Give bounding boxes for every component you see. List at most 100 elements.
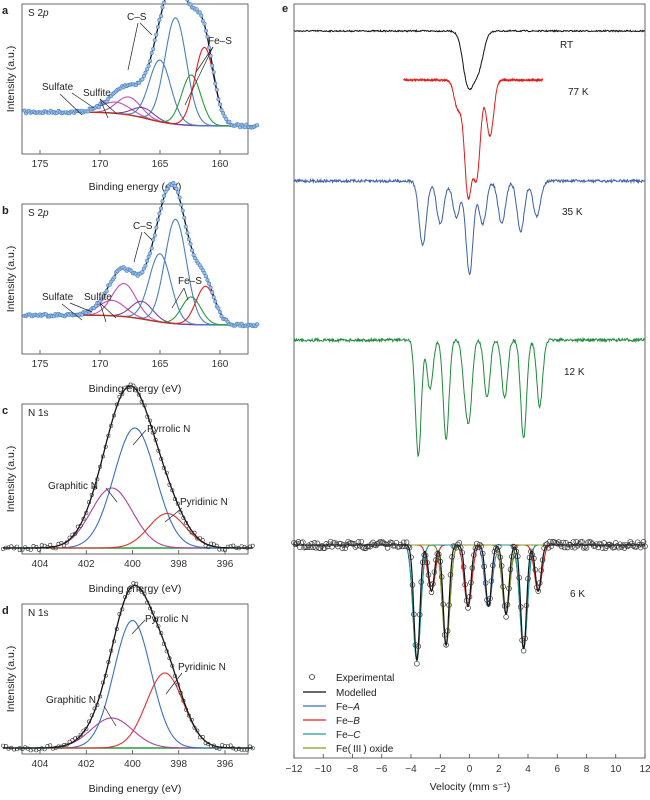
panel-a-ticks: 175 170 165 160: [32, 150, 229, 170]
experimental-point: [419, 559, 426, 566]
data-point: [112, 413, 117, 418]
data-point: [104, 288, 109, 293]
panel-e: e −12 −10 −8 −6 −4 −2 0 2 4 6 8 10 12 Velocity (mm s…: [282, 3, 650, 793]
experimental-point: [475, 544, 482, 551]
panel-d-label-graphitic: Graphitic N: [46, 695, 96, 706]
data-point: [92, 485, 97, 490]
data-point: [217, 547, 222, 552]
x-tick-label: 165: [152, 159, 169, 170]
panel-b-title: S 2p: [28, 208, 49, 219]
panel-b-frame: [21, 203, 249, 355]
data-point: [207, 281, 212, 286]
data-point: [37, 746, 42, 751]
data-point: [125, 590, 130, 595]
data-point: [214, 543, 219, 548]
experimental-point: [358, 538, 365, 545]
data-point: [53, 546, 58, 551]
experimental-point: [478, 543, 484, 549]
experimental-point: [538, 567, 544, 574]
experimental-point: [500, 583, 506, 590]
legend-fea: Fe–A: [336, 702, 360, 713]
experimental-point: [431, 569, 438, 575]
x-tick-label: 170: [92, 359, 109, 370]
experimental-point: [504, 601, 511, 608]
data-point: [64, 742, 69, 747]
data-point: [220, 547, 225, 552]
data-point: [23, 545, 28, 550]
data-point: [161, 465, 166, 470]
x-tick-label: 175: [32, 359, 49, 370]
data-point: [56, 744, 61, 749]
data-point: [189, 530, 194, 535]
temp-label-6k: 6 K: [570, 589, 585, 600]
experimental-point: [599, 545, 606, 551]
panel-c-frame: [21, 403, 249, 555]
experimental-point: [481, 563, 487, 570]
experimental-point: [542, 542, 549, 548]
data-point: [12, 546, 17, 551]
data-point: [179, 202, 184, 207]
data-point: [170, 663, 175, 668]
data-point: [139, 399, 144, 404]
experimental-point: [607, 541, 613, 548]
experimental-point: [414, 660, 420, 667]
experimental-point: [476, 541, 483, 548]
data-point: [242, 545, 247, 550]
data-point: [205, 277, 210, 282]
data-point: [37, 547, 42, 552]
data-point: [131, 383, 136, 388]
data-point: [117, 394, 122, 399]
experimental-point: [412, 642, 419, 648]
experimental-point: [424, 560, 430, 566]
experimental-point: [630, 543, 637, 549]
data-point: [175, 501, 180, 506]
data-point: [125, 384, 130, 389]
data-point: [181, 515, 186, 520]
experimental-point: [515, 553, 521, 560]
experimental-point: [639, 542, 645, 548]
experimental-point: [456, 539, 463, 546]
panel-d-ticks: 404 402 400 398 396: [32, 750, 234, 770]
experimental-point: [570, 539, 577, 545]
data-point: [148, 58, 153, 63]
data-point: [170, 488, 175, 493]
data-point: [137, 586, 142, 591]
data-point: [234, 545, 239, 550]
panel-b-letter: b: [2, 205, 9, 217]
data-point: [146, 63, 151, 68]
experimental-point: [487, 595, 493, 602]
data-point: [202, 270, 207, 275]
data-point: [112, 275, 117, 280]
x-tick-label: 175: [32, 159, 49, 170]
x-tick-label: 404: [32, 759, 49, 770]
panel-b: b S 2p 175 170 165 160 Binding energy (eV) …: [2, 181, 260, 395]
data-point: [173, 496, 178, 501]
data-point: [199, 13, 204, 18]
panel-a-xlabel: Binding energy (eV): [89, 181, 182, 193]
data-point: [100, 454, 105, 459]
data-point: [174, 186, 179, 191]
experimental-point: [509, 553, 515, 560]
data-point: [217, 746, 222, 751]
data-point: [159, 206, 164, 211]
experimental-point: [340, 542, 347, 548]
data-point: [194, 7, 199, 12]
experimental-point: [440, 601, 446, 607]
data-point: [109, 648, 114, 653]
data-point: [141, 266, 146, 271]
experimental-point: [409, 582, 416, 588]
experimental-point: [430, 581, 436, 587]
data-point: [157, 211, 162, 216]
modelled-curve: [294, 544, 645, 661]
data-point: [185, 0, 190, 2]
panel-b-arrows: [61, 231, 189, 323]
data-point: [98, 694, 103, 699]
data-point: [205, 34, 210, 39]
experimental-point: [560, 539, 566, 546]
panel-a-curves: [22, 0, 260, 130]
data-point: [248, 544, 253, 549]
data-point: [162, 193, 167, 198]
panel-d-label-pyrrolic: Pyrrolic N: [145, 614, 188, 625]
data-point: [250, 543, 255, 548]
x-tick-label: 402: [78, 759, 95, 770]
